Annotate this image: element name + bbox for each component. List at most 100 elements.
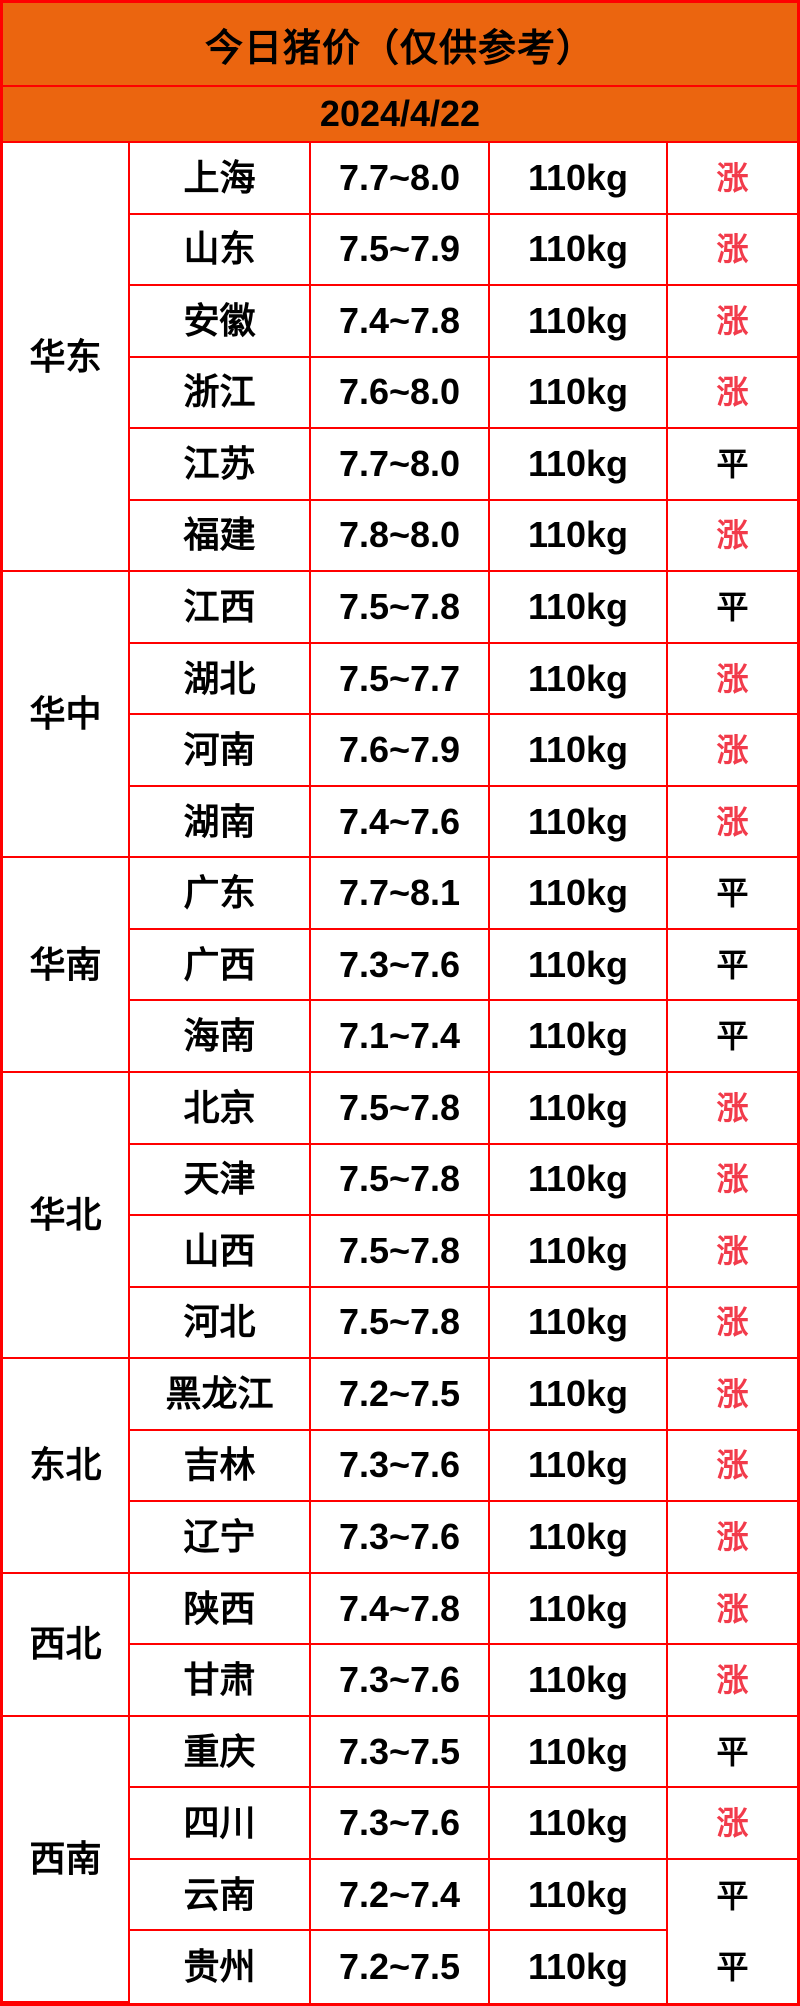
- province-cell: 江苏: [130, 429, 311, 501]
- price-cell: 7.5~7.9: [311, 214, 490, 287]
- status-cell: 平: [668, 1716, 797, 1789]
- status-cell: 平: [668, 1859, 797, 1932]
- province-cell: 天津: [130, 1144, 311, 1217]
- price-cell: 7.4~7.8: [311, 1573, 490, 1646]
- status-cell: 涨: [668, 1144, 797, 1217]
- price-cell: 7.6~7.9: [311, 715, 490, 787]
- weight-cell: 110kg: [490, 1573, 668, 1646]
- province-cell: 河南: [130, 715, 311, 787]
- province-cell: 湖北: [130, 643, 311, 716]
- province-cell: 贵州: [130, 1931, 311, 2003]
- status-cell: 涨: [668, 143, 797, 215]
- weight-cell: 110kg: [490, 786, 668, 859]
- province-cell: 海南: [130, 1001, 311, 1073]
- region-cell: 西北: [3, 1573, 130, 1717]
- province-cell: 安徽: [130, 286, 311, 358]
- price-cell: 7.2~7.5: [311, 1359, 490, 1431]
- price-cell: 7.7~8.0: [311, 429, 490, 501]
- price-cell: 7.5~7.8: [311, 1072, 490, 1145]
- province-cell: 重庆: [130, 1716, 311, 1789]
- province-cell: 云南: [130, 1859, 311, 1932]
- province-cell: 黑龙江: [130, 1359, 311, 1431]
- weight-cell: 110kg: [490, 1716, 668, 1789]
- status-cell: 涨: [668, 1287, 797, 1360]
- status-cell: 涨: [668, 357, 797, 430]
- status-cell: 涨: [668, 286, 797, 358]
- weight-cell: 110kg: [490, 500, 668, 573]
- weight-cell: 110kg: [490, 1216, 668, 1288]
- status-cell: 平: [668, 929, 797, 1002]
- province-cell: 甘肃: [130, 1645, 311, 1717]
- status-cell: 涨: [668, 715, 797, 787]
- weight-cell: 110kg: [490, 643, 668, 716]
- weight-cell: 110kg: [490, 429, 668, 501]
- date-label: 2024/4/22: [3, 87, 797, 143]
- weight-cell: 110kg: [490, 143, 668, 215]
- price-cell: 7.3~7.6: [311, 1502, 490, 1574]
- status-cell: 涨: [668, 1788, 797, 1860]
- weight-cell: 110kg: [490, 214, 668, 287]
- status-cell: 涨: [668, 643, 797, 716]
- price-cell: 7.3~7.6: [311, 1645, 490, 1717]
- price-cell: 7.3~7.6: [311, 1430, 490, 1503]
- weight-cell: 110kg: [490, 1287, 668, 1360]
- province-cell: 河北: [130, 1287, 311, 1360]
- status-cell: 涨: [668, 500, 797, 573]
- weight-cell: 110kg: [490, 572, 668, 644]
- weight-cell: 110kg: [490, 715, 668, 787]
- status-cell: 涨: [668, 1573, 797, 1646]
- price-cell: 7.5~7.8: [311, 1287, 490, 1360]
- province-cell: 广西: [130, 929, 311, 1002]
- weight-cell: 110kg: [490, 357, 668, 430]
- status-cell: 涨: [668, 214, 797, 287]
- weight-cell: 110kg: [490, 1072, 668, 1145]
- province-cell: 四川: [130, 1788, 311, 1860]
- status-cell: 涨: [668, 1502, 797, 1574]
- price-cell: 7.1~7.4: [311, 1001, 490, 1073]
- province-cell: 北京: [130, 1072, 311, 1145]
- province-cell: 广东: [130, 858, 311, 930]
- province-cell: 江西: [130, 572, 311, 644]
- weight-cell: 110kg: [490, 1001, 668, 1073]
- weight-cell: 110kg: [490, 1144, 668, 1217]
- price-cell: 7.4~7.6: [311, 786, 490, 859]
- weight-cell: 110kg: [490, 1502, 668, 1574]
- province-cell: 辽宁: [130, 1502, 311, 1574]
- status-cell: 涨: [668, 1216, 797, 1288]
- status-cell: 涨: [668, 1072, 797, 1145]
- weight-cell: 110kg: [490, 929, 668, 1002]
- weight-cell: 110kg: [490, 1430, 668, 1503]
- price-table: 华东 上海 7.7~8.0 110kg 涨山东 7.5~7.9 110kg 涨安徽 7.4~7.…: [3, 143, 797, 2003]
- region-cell: 华南: [3, 858, 130, 1073]
- status-cell: 涨: [668, 1430, 797, 1503]
- weight-cell: 110kg: [490, 1359, 668, 1431]
- status-cell: 平: [668, 429, 797, 501]
- price-cell: 7.6~8.0: [311, 357, 490, 430]
- weight-cell: 110kg: [490, 1931, 668, 2003]
- price-cell: 7.5~7.8: [311, 572, 490, 644]
- region-cell: 华东: [3, 143, 130, 573]
- province-cell: 浙江: [130, 357, 311, 430]
- price-cell: 7.5~7.8: [311, 1144, 490, 1217]
- province-cell: 山西: [130, 1216, 311, 1288]
- price-cell: 7.7~8.0: [311, 143, 490, 215]
- province-cell: 湖南: [130, 786, 311, 859]
- price-cell: 7.5~7.7: [311, 643, 490, 716]
- status-cell: 平: [668, 1001, 797, 1073]
- weight-cell: 110kg: [490, 1645, 668, 1717]
- region-cell: 华中: [3, 572, 130, 859]
- status-cell: 涨: [668, 1645, 797, 1717]
- weight-cell: 110kg: [490, 858, 668, 930]
- price-cell: 7.3~7.6: [311, 1788, 490, 1860]
- price-cell: 7.5~7.8: [311, 1216, 490, 1288]
- status-cell: 涨: [668, 1359, 797, 1431]
- province-cell: 陕西: [130, 1573, 311, 1646]
- price-cell: 7.7~8.1: [311, 858, 490, 930]
- status-cell: 涨: [668, 786, 797, 859]
- weight-cell: 110kg: [490, 286, 668, 358]
- price-cell: 7.3~7.6: [311, 929, 490, 1002]
- price-cell: 7.2~7.5: [311, 1931, 490, 2003]
- region-cell: 西南: [3, 1716, 130, 2003]
- price-cell: 7.3~7.5: [311, 1716, 490, 1789]
